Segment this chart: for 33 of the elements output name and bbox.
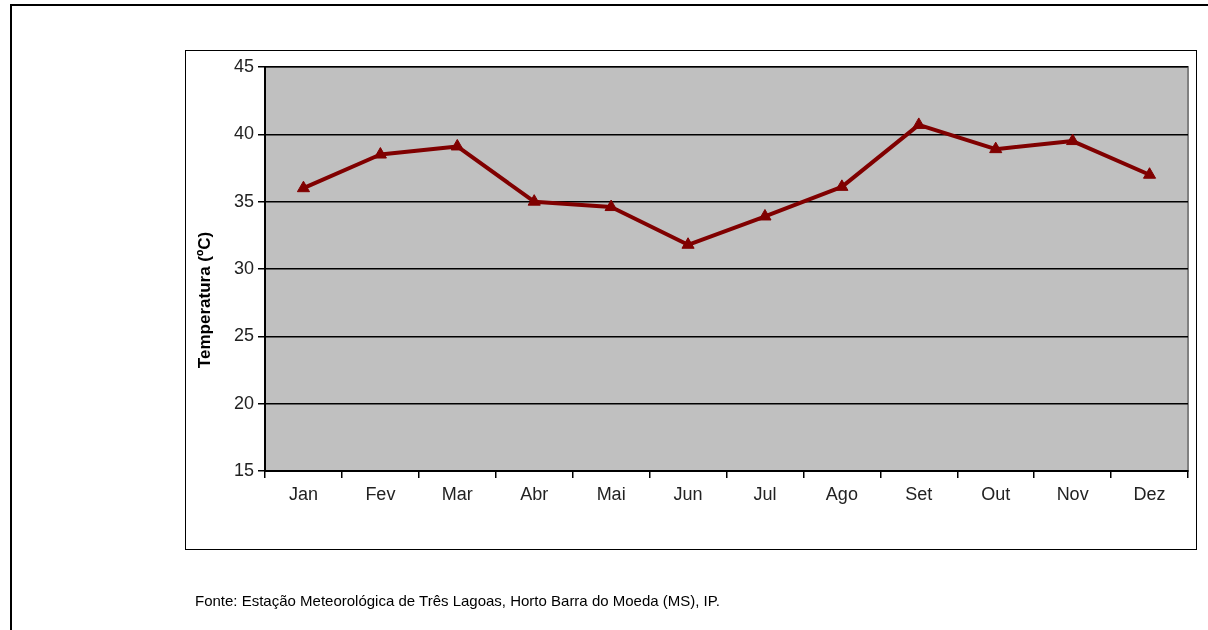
point [450,138,464,151]
y-tick-label: 30 [233,257,254,278]
point [1066,133,1080,146]
x-tick-label: Fev [365,483,396,504]
point [604,199,618,212]
y-tick-label: 35 [233,190,254,211]
point [835,179,849,191]
point [989,141,1003,154]
source-note: Fonte: Estação Meteorológica de Três Lagoas, Horto Barra do Moeda (MS), IP. [195,592,720,609]
x-tick-label: Mai [596,483,626,504]
point [527,194,541,206]
point [758,208,772,221]
x-tick-label: Jun [673,483,703,504]
x-tick-label: Ago [825,483,858,504]
x-tick-label: Jul [753,483,777,504]
x-tick-label: Set [905,483,933,504]
point [1142,167,1157,179]
y-tick-label: 40 [233,123,254,144]
x-tick-label: Out [981,483,1011,504]
y-axis-title: Temperatura (ºC) [195,231,215,369]
point [373,147,387,159]
y-tick-label: 45 [233,55,254,76]
x-tick-label: Jan [288,483,318,504]
y-tick-label: 25 [233,325,254,346]
y-tick-label: 15 [233,459,254,480]
point [912,117,926,129]
x-tick-label: Dez [1133,483,1166,504]
x-tick-label: Mar [441,483,473,504]
y-tick-label: 20 [233,392,254,413]
x-tick-label: Nov [1056,483,1089,504]
point [296,180,311,193]
x-tick-label: Abr [520,483,549,504]
point [681,237,695,249]
